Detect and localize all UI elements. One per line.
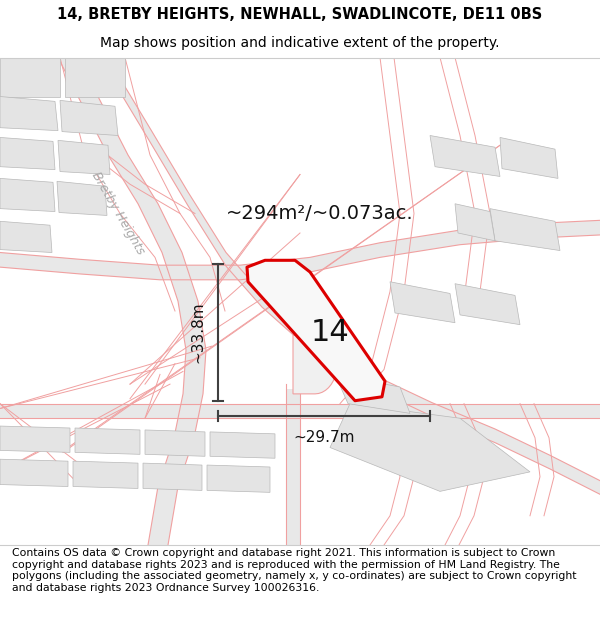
- Polygon shape: [0, 221, 600, 280]
- Text: 14: 14: [311, 318, 349, 347]
- Text: Map shows position and indicative extent of the property.: Map shows position and indicative extent…: [100, 36, 500, 50]
- Polygon shape: [500, 138, 558, 178]
- Polygon shape: [57, 181, 107, 216]
- Polygon shape: [0, 178, 55, 211]
- Text: 14, BRETBY HEIGHTS, NEWHALL, SWADLINCOTE, DE11 0BS: 14, BRETBY HEIGHTS, NEWHALL, SWADLINCOTE…: [58, 7, 542, 22]
- Polygon shape: [430, 136, 500, 176]
- Text: Contains OS data © Crown copyright and database right 2021. This information is : Contains OS data © Crown copyright and d…: [12, 548, 577, 593]
- Polygon shape: [455, 284, 520, 324]
- Polygon shape: [145, 430, 205, 456]
- Polygon shape: [65, 58, 125, 96]
- Polygon shape: [390, 282, 455, 322]
- Text: ~29.7m: ~29.7m: [293, 430, 355, 445]
- Polygon shape: [490, 209, 560, 251]
- Text: Bretby Heights: Bretby Heights: [89, 170, 147, 257]
- Polygon shape: [0, 426, 70, 452]
- Text: ~294m²/~0.073ac.: ~294m²/~0.073ac.: [226, 204, 414, 223]
- Polygon shape: [286, 389, 300, 545]
- Polygon shape: [0, 138, 55, 169]
- Polygon shape: [330, 404, 530, 491]
- Polygon shape: [60, 101, 118, 136]
- Polygon shape: [247, 260, 385, 401]
- Polygon shape: [0, 404, 600, 418]
- Polygon shape: [90, 34, 600, 494]
- Polygon shape: [207, 465, 270, 492]
- Polygon shape: [210, 432, 275, 458]
- Polygon shape: [0, 96, 58, 131]
- Polygon shape: [455, 204, 495, 241]
- Text: ~33.8m: ~33.8m: [190, 302, 205, 363]
- Polygon shape: [0, 221, 52, 253]
- Polygon shape: [75, 428, 140, 454]
- Polygon shape: [293, 336, 337, 394]
- Polygon shape: [0, 58, 60, 96]
- Polygon shape: [0, 459, 68, 486]
- Polygon shape: [143, 463, 202, 491]
- Polygon shape: [335, 374, 410, 413]
- Polygon shape: [73, 461, 138, 489]
- Polygon shape: [58, 141, 110, 174]
- Polygon shape: [58, 58, 206, 545]
